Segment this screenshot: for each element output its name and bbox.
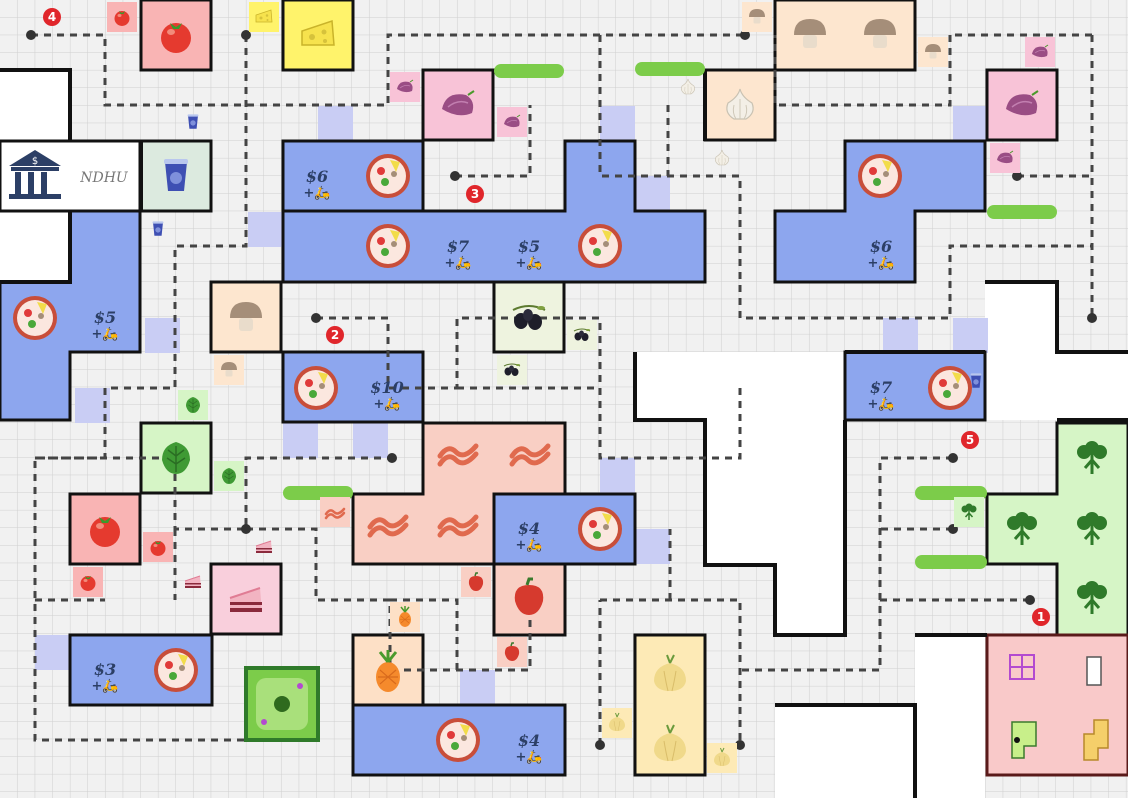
delivery-marker-2[interactable]: 2 [326, 326, 344, 344]
mushroom-chip-icon [918, 37, 948, 67]
delivery-label: +🛵 [91, 327, 119, 342]
cheese-chip-icon [249, 2, 279, 32]
ingredient-chips [73, 2, 1055, 773]
walls [0, 68, 1128, 798]
drink-chip-icon [970, 373, 982, 388]
hedges [283, 62, 1057, 569]
pizzeria-label[interactable]: $6 +🛵 [860, 238, 902, 272]
onion-chip-icon [707, 743, 737, 773]
map-legend-tile[interactable] [985, 633, 1128, 777]
pizza-icon [154, 648, 198, 692]
purple-onion-chip-icon [497, 107, 527, 137]
bacon-chip-icon [320, 497, 350, 527]
pizza-icon [366, 154, 410, 198]
price-label: $5 [517, 237, 541, 256]
pizzeria-label[interactable]: $5 +🛵 [508, 238, 550, 272]
pizzeria-label[interactable]: $3 +🛵 [84, 661, 126, 695]
spinach-chip-icon [214, 461, 244, 491]
pepper-chip-icon [497, 637, 527, 667]
price-label: $6 [305, 167, 329, 186]
pizza-icon [366, 224, 410, 268]
drink-chip-icon [152, 221, 164, 236]
garden-tile[interactable] [244, 666, 320, 742]
delivery-label: +🛵 [867, 256, 895, 271]
olive-chip-icon [497, 355, 527, 385]
delivery-label: +🛵 [303, 186, 331, 201]
delivery-label: +🛵 [515, 256, 543, 271]
route-endpoints [26, 30, 1097, 750]
delivery-label: +🛵 [373, 397, 401, 412]
pizzeria-label[interactable]: $4 +🛵 [508, 520, 550, 554]
onion-chip-icon [602, 708, 632, 738]
bank-icon: $ [9, 150, 61, 199]
price-label: $10 [370, 378, 404, 397]
delivery-marker-4[interactable]: 4 [43, 8, 61, 26]
pizzeria-label[interactable]: $4 +🛵 [508, 732, 550, 766]
pizza-icon [13, 296, 57, 340]
pizzeria-label[interactable]: $7 +🛵 [437, 238, 479, 272]
bank-label: NDHU [80, 170, 128, 186]
delivery-label: +🛵 [91, 679, 119, 694]
mushroom-chip-icon [214, 355, 244, 385]
pizza-icon [294, 366, 338, 410]
drink-chip-icon [187, 114, 199, 129]
delivery-label: +🛵 [515, 538, 543, 553]
price-label: $3 [93, 660, 117, 679]
pineapple-chip-icon [390, 602, 420, 632]
price-label: $7 [446, 237, 470, 256]
mushroom-chip-icon [742, 2, 772, 32]
pizza-icon [578, 507, 622, 551]
delivery-marker-5[interactable]: 5 [961, 431, 979, 449]
purple-onion-chip-icon [390, 72, 420, 102]
svg-text:$: $ [32, 156, 38, 167]
broccoli-chip-icon [954, 497, 984, 527]
pizza-icon [436, 718, 480, 762]
pizza-icon [928, 366, 972, 410]
pizzeria-label[interactable]: $5 +🛵 [84, 309, 126, 343]
tomato-icon [90, 517, 120, 547]
olive-chip-icon [567, 320, 597, 350]
purple-onion-chip-icon [990, 143, 1020, 173]
price-label: $5 [93, 308, 117, 327]
pizzeria-label[interactable]: $7 +🛵 [860, 379, 902, 413]
pizzeria-label[interactable]: $6 +🛵 [296, 168, 338, 202]
delivery-routes [31, 33, 1094, 745]
pepper-chip-icon [461, 567, 491, 597]
delivery-marker-3[interactable]: 3 [466, 185, 484, 203]
price-label: $6 [869, 237, 893, 256]
price-label: $7 [869, 378, 893, 397]
price-label: $4 [517, 519, 541, 538]
tomato-chip-icon [73, 567, 103, 597]
delivery-label: +🛵 [515, 750, 543, 765]
spinach-chip-icon [178, 390, 208, 420]
delivery-label: +🛵 [444, 256, 472, 271]
price-label: $4 [517, 731, 541, 750]
tomato-chip-icon [107, 2, 137, 32]
delivery-label: +🛵 [867, 397, 895, 412]
pizza-icon [578, 224, 622, 268]
purple-onion-chip-icon [1025, 37, 1055, 67]
tomato-icon [161, 23, 191, 53]
delivery-marker-1[interactable]: 1 [1032, 608, 1050, 626]
tomato-chip-icon [143, 532, 173, 562]
drink-icon [164, 159, 188, 191]
pizza-icon [858, 154, 902, 198]
pizzeria-label[interactable]: $10 +🛵 [364, 379, 410, 413]
